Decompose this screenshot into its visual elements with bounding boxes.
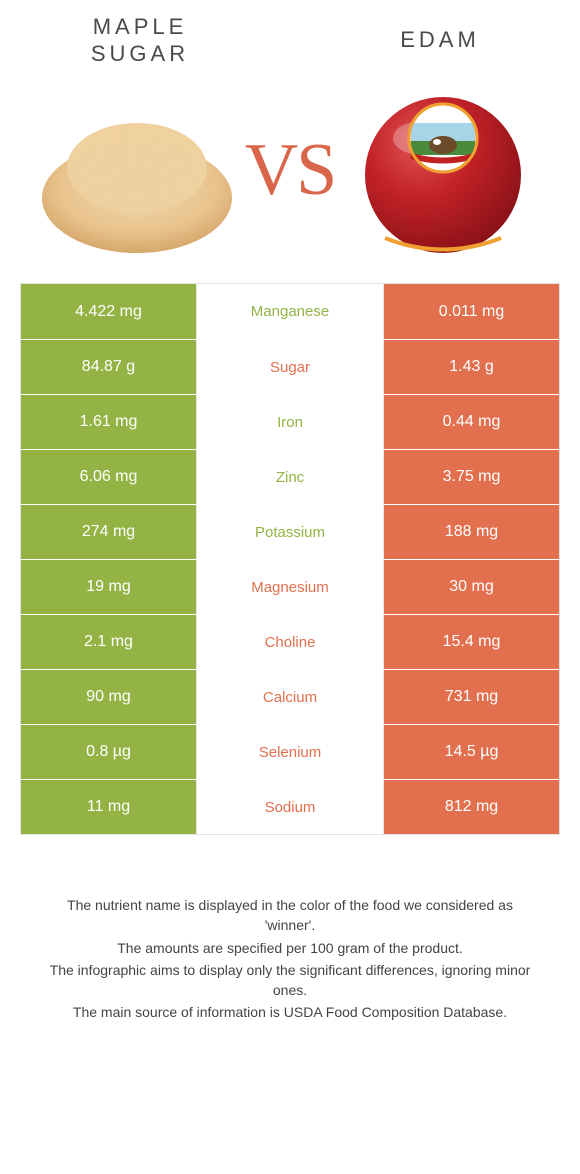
left-value-cell: 1.61 mg [21,395,196,449]
right-value-cell: 30 mg [384,560,559,614]
left-value-cell: 90 mg [21,670,196,724]
table-row: 2.1 mgCholine15.4 mg [21,614,559,669]
maple-sugar-icon [37,83,237,258]
left-value-cell: 6.06 mg [21,450,196,504]
right-value-cell: 812 mg [384,780,559,834]
nutrient-label: Potassium [196,505,384,559]
left-value-cell: 2.1 mg [21,615,196,669]
nutrient-label: Choline [196,615,384,669]
nutrient-label: Calcium [196,670,384,724]
table-row: 19 mgMagnesium30 mg [21,559,559,614]
footnotes: The nutrient name is displayed in the co… [0,835,580,1023]
nutrient-label: Selenium [196,725,384,779]
right-value-cell: 14.5 µg [384,725,559,779]
footnote-line: The infographic aims to display only the… [40,960,540,1001]
right-value-cell: 0.44 mg [384,395,559,449]
right-value-cell: 188 mg [384,505,559,559]
table-row: 6.06 mgZinc3.75 mg [21,449,559,504]
vs-label: VS [245,128,336,213]
right-value-cell: 15.4 mg [384,615,559,669]
left-value-cell: 84.87 g [21,340,196,394]
footnote-line: The main source of information is USDA F… [40,1002,540,1022]
nutrient-label: Magnesium [196,560,384,614]
right-food-header: EDAM [330,10,550,70]
table-row: 274 mgPotassium188 mg [21,504,559,559]
footnote-line: The nutrient name is displayed in the co… [40,895,540,936]
nutrient-table: 4.422 mgManganese0.011 mg84.87 gSugar1.4… [20,283,560,835]
nutrient-label: Zinc [196,450,384,504]
table-row: 1.61 mgIron0.44 mg [21,394,559,449]
left-value-cell: 0.8 µg [21,725,196,779]
footnote-line: The amounts are specified per 100 gram o… [40,938,540,958]
table-row: 90 mgCalcium731 mg [21,669,559,724]
food-images-row: VS [0,70,580,283]
right-value-cell: 1.43 g [384,340,559,394]
nutrient-label: Sugar [196,340,384,394]
edam-cheese-icon [355,83,530,258]
table-row: 4.422 mgManganese0.011 mg [21,284,559,339]
nutrient-label: Sodium [196,780,384,834]
left-value-cell: 4.422 mg [21,284,196,339]
right-value-cell: 731 mg [384,670,559,724]
left-value-cell: 274 mg [21,505,196,559]
right-value-cell: 3.75 mg [384,450,559,504]
comparison-header: MAPLE SUGAR EDAM [0,0,580,70]
left-value-cell: 11 mg [21,780,196,834]
right-food-image [335,78,550,263]
left-value-cell: 19 mg [21,560,196,614]
left-food-header: MAPLE SUGAR [30,10,250,70]
table-row: 11 mgSodium812 mg [21,779,559,834]
right-value-cell: 0.011 mg [384,284,559,339]
nutrient-label: Manganese [196,284,384,339]
left-food-image [30,78,245,263]
nutrient-label: Iron [196,395,384,449]
table-row: 0.8 µgSelenium14.5 µg [21,724,559,779]
table-row: 84.87 gSugar1.43 g [21,339,559,394]
left-food-title: MAPLE SUGAR [91,10,189,70]
right-food-title: EDAM [400,10,480,70]
